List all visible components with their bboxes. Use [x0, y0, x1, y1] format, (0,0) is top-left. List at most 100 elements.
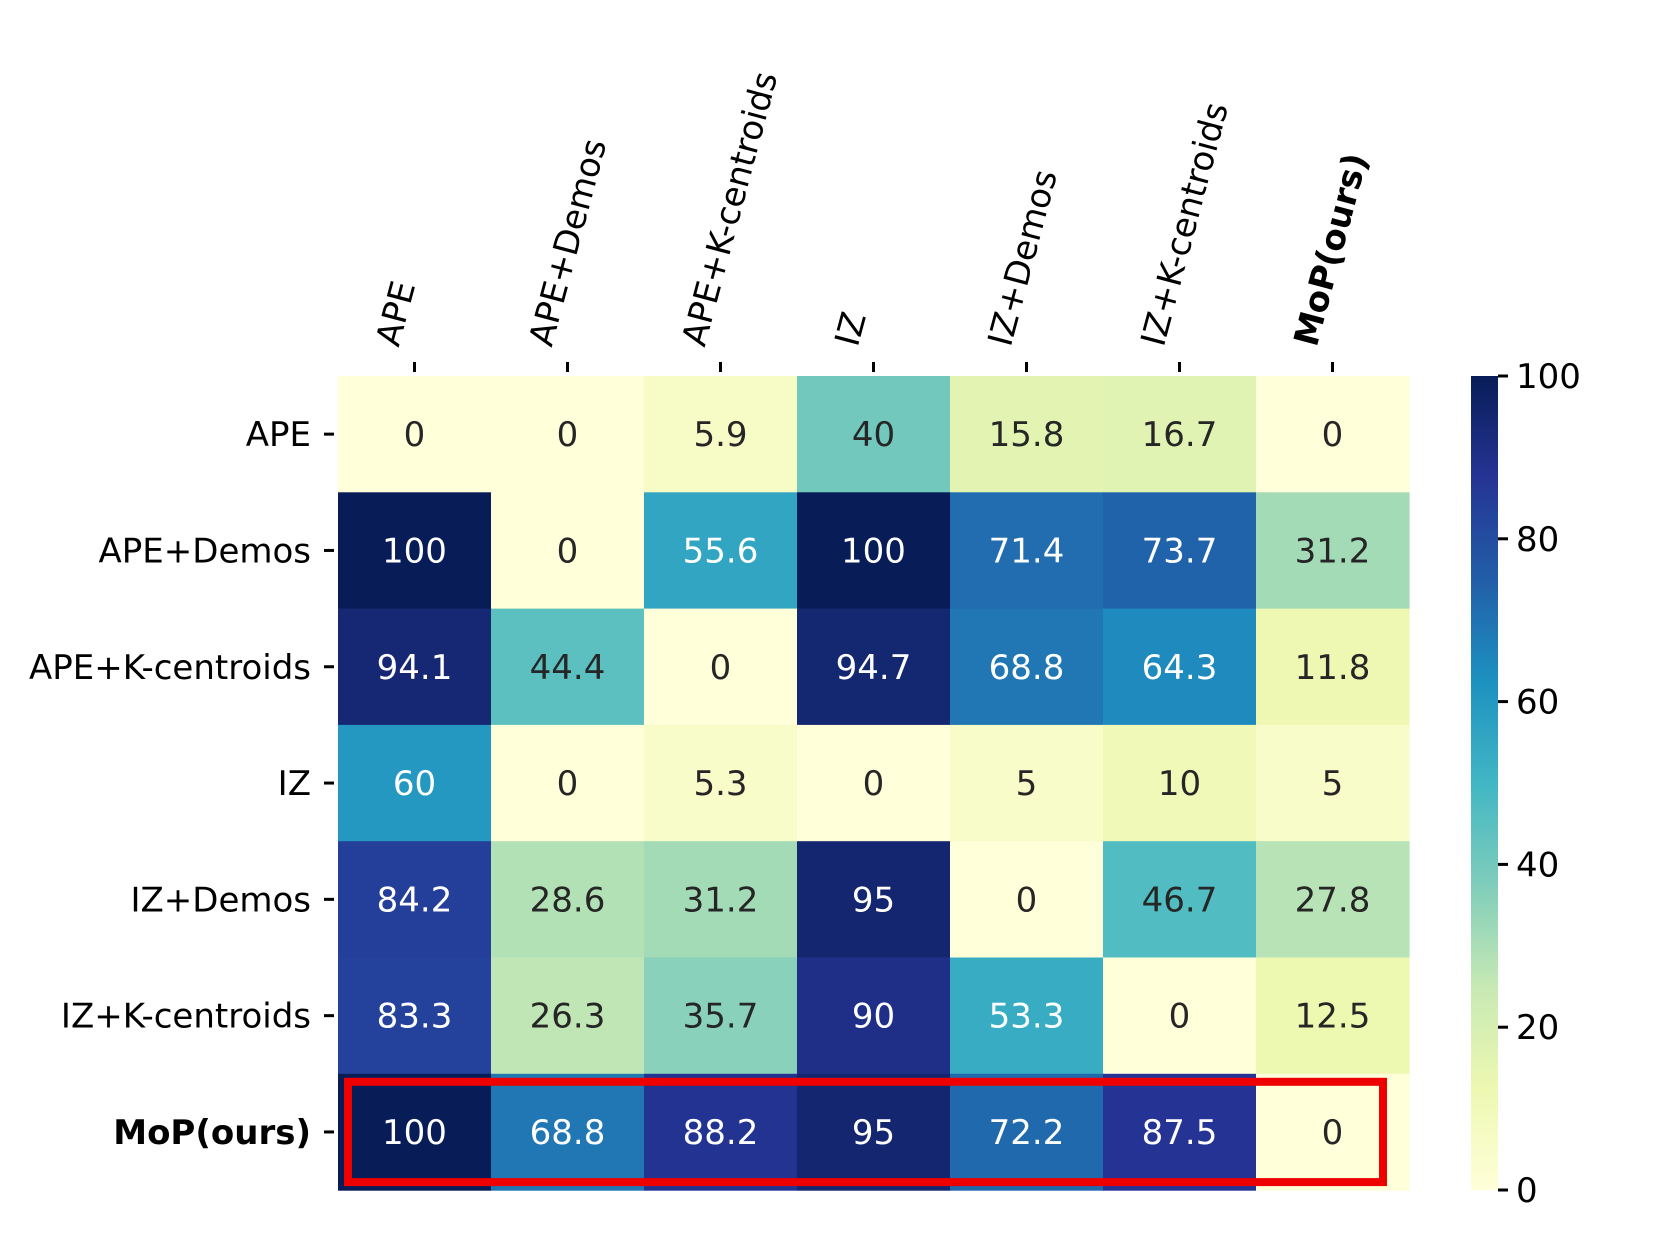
cell-value-label: 0 — [1169, 997, 1191, 1037]
heatmap-cell — [491, 724, 645, 842]
heatmap-cell — [1103, 724, 1257, 842]
cell-value-label: 5.3 — [693, 764, 747, 804]
cell-value-label: 94.7 — [836, 648, 912, 688]
cell-value-label: 5 — [1016, 764, 1038, 804]
heatmap-cell — [1103, 608, 1257, 726]
x-tick-label-ape-k-centroids: APE+K-centroids — [675, 68, 787, 351]
cell-value-label: 0 — [557, 764, 579, 804]
cell-value-label: 31.2 — [683, 880, 759, 920]
heatmap-cell — [950, 957, 1104, 1075]
heatmap-cell — [1103, 492, 1257, 610]
cell-value-label: 100 — [841, 531, 906, 571]
heatmap-cell — [950, 608, 1104, 726]
cell-value-label: 0 — [710, 648, 732, 688]
cell-value-label: 95 — [852, 1113, 895, 1153]
x-tick-label-ape: APE — [369, 277, 425, 350]
cell-value-label: 0 — [1322, 415, 1344, 455]
y-tick-label-mop-ours: MoP(ours) — [113, 1113, 311, 1153]
x-axis: APE APE+Demos APE+K-centroids IZ IZ+Demos IZ+… — [369, 68, 1376, 372]
cell-value-label: 27.8 — [1295, 880, 1371, 920]
heatmap-cell — [950, 1073, 1104, 1191]
y-tick-label-ape-k-centroids: APE+K-centroids — [29, 648, 311, 688]
cell-value-label: 71.4 — [989, 531, 1065, 571]
heatmap-cell — [644, 376, 798, 493]
cell-value-label: 84.2 — [377, 880, 453, 920]
y-tick-label-iz: IZ — [278, 764, 311, 804]
y-tick-label-iz-k-centroids: IZ+K-centroids — [61, 997, 311, 1037]
heatmap-cell — [1103, 376, 1257, 493]
heatmap-cell — [797, 376, 951, 493]
colorbar-tick-label: 80 — [1516, 520, 1559, 560]
heatmap-cell — [1256, 492, 1410, 610]
y-tick-label-ape: APE — [246, 415, 311, 455]
heatmap-cell — [491, 376, 645, 493]
heatmap-cell — [338, 608, 492, 726]
colorbar-tick-label: 100 — [1516, 357, 1581, 397]
heatmap-cell — [491, 957, 645, 1075]
cell-value-label: 16.7 — [1142, 415, 1218, 455]
cell-value-label: 55.6 — [683, 531, 759, 571]
cell-value-label: 95 — [852, 880, 895, 920]
cell-value-label: 68.8 — [530, 1113, 606, 1153]
heatmap-cell — [797, 841, 951, 959]
colorbar-tick-label: 40 — [1516, 845, 1559, 885]
cell-value-label: 5.9 — [693, 415, 747, 455]
cell-value-label: 35.7 — [683, 997, 759, 1037]
heatmap-cell — [338, 957, 492, 1075]
cell-value-label: 0 — [557, 415, 579, 455]
cell-value-label: 53.3 — [989, 997, 1065, 1037]
y-axis: APE APE+Demos APE+K-centroids IZ IZ+Demos IZ+… — [29, 415, 334, 1153]
heatmap-cell — [797, 724, 951, 842]
cell-value-label: 46.7 — [1142, 880, 1218, 920]
heatmap-cell — [1256, 724, 1410, 842]
heatmap-cell — [1256, 957, 1410, 1075]
heatmap-cell — [1103, 1073, 1257, 1191]
heatmap-cell — [644, 724, 798, 842]
heatmap-cell — [1103, 957, 1257, 1075]
x-tick-label-ape-demos: APE+Demos — [522, 135, 616, 351]
cell-value-label: 31.2 — [1295, 531, 1371, 571]
heatmap-cell — [797, 1073, 951, 1191]
colorbar-tick-label: 60 — [1516, 683, 1559, 723]
cell-value-label: 11.8 — [1295, 648, 1371, 688]
cell-value-label: 40 — [852, 415, 895, 455]
heatmap-cell — [338, 724, 492, 842]
heatmap-cell — [491, 1073, 645, 1191]
cell-value-label: 15.8 — [989, 415, 1065, 455]
y-tick-label-iz-demos: IZ+Demos — [130, 880, 311, 920]
cell-value-label: 83.3 — [377, 997, 453, 1037]
heatmap-cell — [950, 376, 1104, 493]
cell-value-label: 0 — [1322, 1113, 1344, 1153]
colorbar-ticks: 0 20 40 60 80 100 — [1498, 357, 1581, 1211]
cell-value-label: 0 — [1016, 880, 1038, 920]
heatmap-cell — [1256, 608, 1410, 726]
heatmap-cell — [491, 608, 645, 726]
cell-value-label: 88.2 — [683, 1113, 759, 1153]
cell-value-label: 26.3 — [530, 997, 606, 1037]
heatmap-cell — [1103, 841, 1257, 959]
cell-value-label: 60 — [393, 764, 436, 804]
heatmap-cell — [338, 376, 492, 493]
cell-value-label: 10 — [1158, 764, 1201, 804]
heatmap-cell — [797, 957, 951, 1075]
colorbar-tick-label: 0 — [1516, 1171, 1538, 1211]
cell-value-label: 28.6 — [530, 880, 606, 920]
cell-value-label: 0 — [863, 764, 885, 804]
cell-value-label: 68.8 — [989, 648, 1065, 688]
heatmap-cell — [950, 492, 1104, 610]
x-tick-label-iz-k-centroids: IZ+K-centroids — [1134, 98, 1237, 350]
heatmap-cell — [1256, 841, 1410, 959]
heatmap-cell — [797, 492, 951, 610]
heatmap-cells — [338, 376, 1410, 1191]
cell-value-label: 44.4 — [530, 648, 606, 688]
cell-value-label: 94.1 — [377, 648, 453, 688]
highlight-box — [344, 1077, 1387, 1187]
cell-value-label: 0 — [557, 531, 579, 571]
heatmap-cell — [644, 608, 798, 726]
heatmap-cell — [491, 841, 645, 959]
heatmap-cell — [644, 1073, 798, 1191]
x-tick-label-iz-demos: IZ+Demos — [981, 166, 1066, 351]
heatmap-cell — [338, 841, 492, 959]
